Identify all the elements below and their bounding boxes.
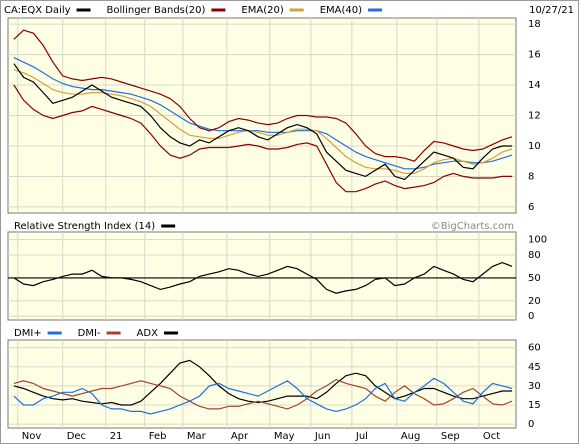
x-tick-label: Jun: [314, 431, 331, 442]
series-line: [13, 69, 513, 174]
series-line: [13, 261, 513, 294]
band-lower: [13, 84, 513, 193]
y-tick-label: 60: [528, 343, 541, 354]
y-tick-label: 30: [528, 381, 541, 392]
y-tick-label: 80: [528, 250, 541, 261]
y-tick-label: 16: [528, 50, 541, 61]
x-tick-label: 21: [110, 431, 123, 442]
band-upper: [13, 29, 513, 162]
x-tick-label: Aug: [401, 431, 421, 442]
series-line: [13, 377, 513, 415]
x-tick-label: Oct: [483, 431, 500, 442]
y-tick-label: 45: [528, 362, 541, 373]
x-tick-label: Apr: [231, 431, 249, 442]
x-tick-label: Jul: [355, 431, 368, 442]
watermark: ©BigCharts.com: [431, 221, 514, 232]
series-line: [13, 378, 513, 410]
x-tick-label: Dec: [67, 431, 86, 442]
x-tick-label: Feb: [149, 431, 167, 442]
legend-label: EMA(20): [241, 5, 283, 16]
y-tick-label: 15: [528, 400, 541, 411]
legend-label: ADX: [137, 328, 159, 339]
legend-label: CA:EQX Daily: [4, 5, 71, 16]
y-tick-label: 12: [528, 111, 541, 122]
y-tick-label: 6: [528, 202, 534, 213]
legend-label: Bollinger Bands(20): [107, 5, 206, 16]
legend-label: DMI-: [78, 328, 101, 339]
y-tick-label: 10: [528, 141, 541, 152]
x-tick-label: Mar: [187, 431, 207, 442]
x-tick-label: Nov: [22, 431, 42, 442]
y-tick-label: 50: [528, 273, 541, 284]
y-tick-label: 100: [528, 235, 547, 246]
x-tick-label: Sep: [441, 431, 460, 442]
y-tick-label: 14: [528, 80, 541, 91]
panel: [7, 339, 517, 429]
legend-label: Relative Strength Index (14): [14, 221, 155, 232]
y-tick-label: 20: [528, 296, 541, 307]
y-tick-label: 8: [528, 171, 534, 182]
legend-label: EMA(40): [320, 5, 362, 16]
x-tick-label: May: [274, 431, 295, 442]
y-tick-label: 0: [528, 419, 534, 430]
y-tick-label: 0: [528, 311, 534, 322]
legend-label: DMI+: [14, 328, 42, 339]
y-tick-label: 18: [528, 19, 541, 30]
series-line: [13, 63, 513, 181]
date: 10/27/21: [529, 5, 574, 16]
series-line: [13, 359, 513, 406]
